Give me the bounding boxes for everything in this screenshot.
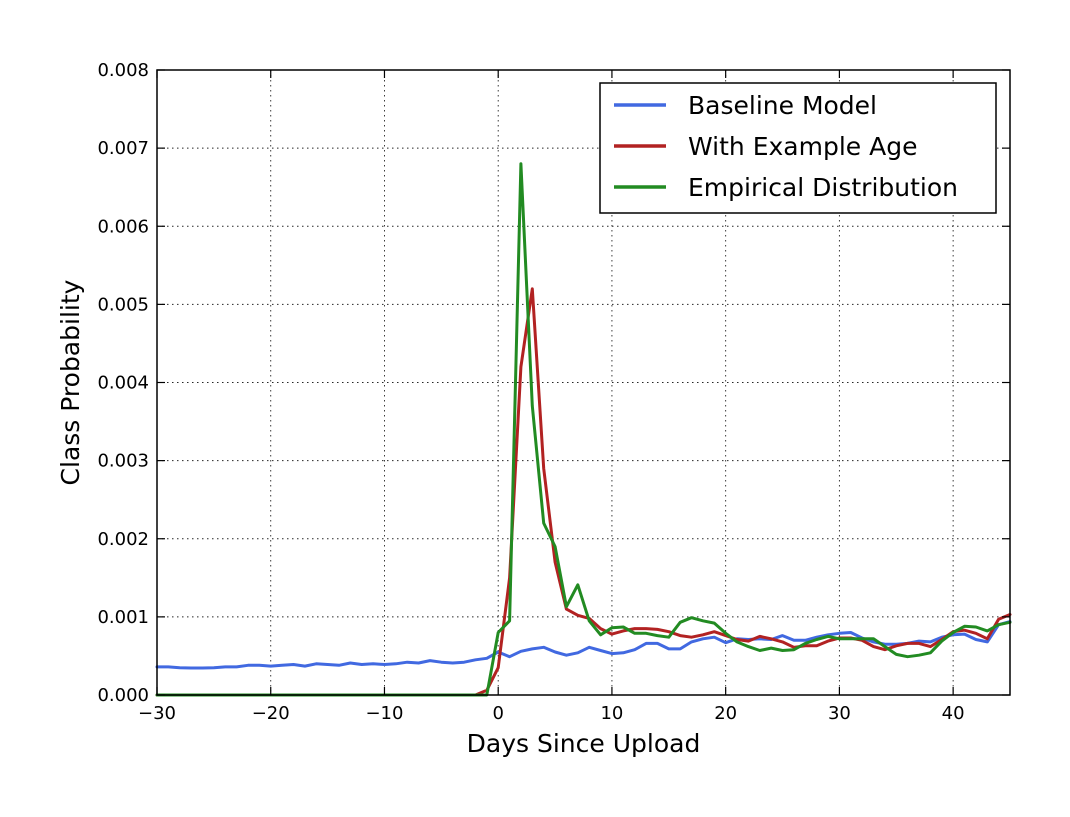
- x-tick-label: 10: [600, 703, 623, 724]
- y-tick-label: 0.000: [97, 685, 149, 706]
- legend: Baseline Model With Example Age Empirical …: [599, 82, 997, 214]
- legend-entry-label: Baseline Model: [688, 91, 877, 120]
- y-tick-label: 0.007: [97, 138, 149, 159]
- x-tick-label: 40: [942, 703, 965, 724]
- y-tick-label: 0.002: [97, 529, 149, 550]
- legend-entry-label: Empirical Distribution: [688, 173, 958, 202]
- y-tick-label: 0.003: [97, 451, 149, 472]
- y-tick-label: 0.006: [97, 216, 149, 237]
- y-tick-label: 0.005: [97, 294, 149, 315]
- x-tick-label: 20: [714, 703, 737, 724]
- x-tick-label: 0: [492, 703, 503, 724]
- x-axis-label: Days Since Upload: [467, 729, 701, 758]
- y-tick-labels: 0.000 0.001 0.002 0.003 0.004 0.005 0.006 0.007…: [97, 60, 149, 706]
- series-line-empirical-distribution: [155, 162, 1012, 697]
- series-lines: [155, 162, 1012, 697]
- y-tick-label: 0.008: [97, 60, 149, 81]
- legend-entry-label: With Example Age: [688, 132, 917, 161]
- x-tick-label: −10: [365, 703, 403, 724]
- x-tick-label: −20: [252, 703, 290, 724]
- axis-ticks: [156, 69, 1010, 696]
- x-tick-labels: −30 −20 −10 0 10 20 30 40: [138, 703, 965, 724]
- series-line-with-example-age: [155, 287, 1012, 697]
- y-axis-label: Class Probability: [56, 279, 85, 485]
- y-tick-label: 0.001: [97, 607, 149, 628]
- x-tick-label: 30: [828, 703, 851, 724]
- x-tick-label: −30: [138, 703, 176, 724]
- y-tick-label: 0.004: [97, 373, 149, 394]
